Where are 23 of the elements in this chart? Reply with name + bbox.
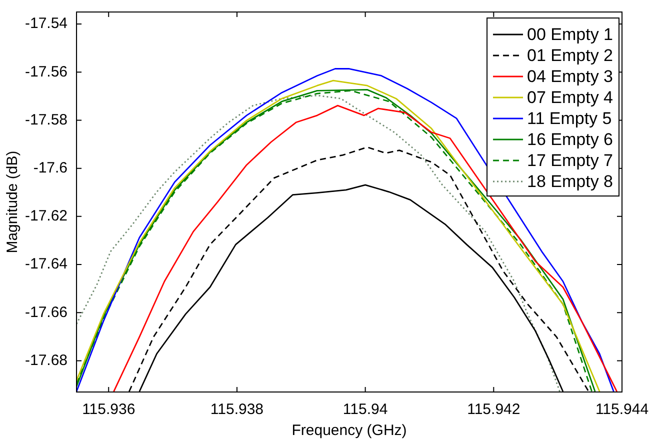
y-axis-title: Magnitude (dB) <box>4 150 22 254</box>
y-tick-label: -17.62 <box>24 208 68 225</box>
x-tick-label: 115.944 <box>595 401 649 418</box>
legend-label: 11 Empty 5 <box>527 109 612 128</box>
x-axis-title: Frequency (GHz) <box>292 422 407 440</box>
y-tick-label: -17.64 <box>24 256 68 273</box>
x-tick-label: 115.942 <box>467 401 520 418</box>
y-tick-label: -17.58 <box>24 111 68 128</box>
legend-label: 04 Empty 3 <box>527 67 614 86</box>
x-tick-label: 115.94 <box>342 401 388 418</box>
y-tick-label: -17.54 <box>24 15 68 32</box>
x-tick-label: 115.936 <box>82 401 136 418</box>
y-tick-label: -17.68 <box>24 352 68 369</box>
y-tick-label: -17.66 <box>24 304 68 321</box>
legend-label: 01 Empty 2 <box>527 46 614 66</box>
legend-label: 18 Empty 8 <box>527 172 614 192</box>
legend-label: 17 Empty 7 <box>527 151 614 170</box>
y-tick-label: -17.56 <box>24 63 68 80</box>
legend-label: 07 Empty 4 <box>527 88 614 108</box>
legend-label: 00 Empty 1 <box>527 25 614 44</box>
x-tick-label: 115.938 <box>210 401 264 418</box>
legend-label: 16 Empty 6 <box>527 130 614 150</box>
y-tick-label: -17.6 <box>33 159 68 176</box>
